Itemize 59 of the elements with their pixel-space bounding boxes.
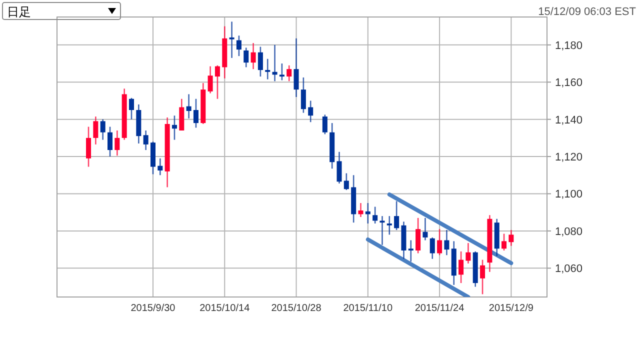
candlestick bbox=[430, 236, 435, 260]
candlestick bbox=[444, 229, 450, 256]
candlestick bbox=[300, 76, 306, 114]
candlestick bbox=[372, 206, 378, 224]
candlestick bbox=[502, 233, 507, 252]
y-tick-label: 1,080 bbox=[555, 226, 583, 238]
candlestick bbox=[466, 242, 471, 264]
candlestick bbox=[344, 172, 349, 191]
candlestick bbox=[358, 202, 364, 218]
candlestick bbox=[508, 229, 514, 246]
candlestick bbox=[279, 62, 284, 81]
candlestick bbox=[322, 114, 328, 135]
candlestick bbox=[93, 116, 98, 146]
y-tick-label: 1,160 bbox=[555, 77, 583, 90]
candlestick bbox=[186, 94, 192, 120]
x-tick-label: 2015/9/30 bbox=[130, 303, 176, 314]
candlestick bbox=[172, 114, 177, 140]
candlestick bbox=[437, 228, 442, 256]
candlestick bbox=[394, 200, 400, 231]
candlestick bbox=[294, 38, 299, 98]
x-tick-label: 2015/12/9 bbox=[488, 303, 534, 314]
candlestick bbox=[250, 42, 256, 70]
y-tick-label: 1,140 bbox=[555, 114, 583, 126]
candlestick bbox=[86, 126, 92, 168]
candlestick bbox=[229, 21, 234, 59]
y-tick-label: 1,120 bbox=[555, 152, 583, 164]
candlestick bbox=[336, 151, 342, 184]
text: 日足 bbox=[7, 5, 31, 19]
x-tick-label: 2015/10/14 bbox=[200, 303, 250, 314]
candlestick bbox=[193, 98, 198, 128]
candlestick bbox=[128, 97, 134, 120]
candlestick bbox=[179, 98, 184, 132]
candlestick bbox=[480, 259, 486, 295]
candlestick bbox=[108, 126, 113, 158]
candlestick bbox=[258, 46, 263, 78]
candlestick bbox=[114, 130, 120, 156]
candlestick bbox=[408, 240, 414, 262]
x-tick-label: 2015/11/10 bbox=[343, 303, 393, 314]
candlestick bbox=[158, 158, 163, 176]
candlestick bbox=[458, 250, 464, 284]
candlestick bbox=[386, 215, 392, 236]
candlestick bbox=[265, 58, 270, 80]
candlestick bbox=[236, 34, 242, 57]
candlestick bbox=[100, 118, 106, 140]
candlestick bbox=[308, 100, 314, 123]
y-tick-label: 1,060 bbox=[555, 263, 583, 276]
candlestick bbox=[286, 64, 292, 82]
candlestick bbox=[208, 66, 213, 94]
candlestick bbox=[422, 217, 428, 241]
candlestick bbox=[416, 217, 421, 254]
candlestick bbox=[214, 64, 220, 100]
y-tick-label: 1,180 bbox=[555, 40, 583, 52]
x-tick-label: 2015/10/28 bbox=[271, 303, 322, 314]
x-tick-label: 2015/11/24 bbox=[414, 303, 465, 314]
candlestick bbox=[143, 130, 148, 151]
text: 15/12/09 06:03 EST bbox=[538, 6, 636, 18]
candlestick bbox=[380, 215, 385, 246]
candlestick bbox=[244, 47, 249, 68]
y-tick-label: 1,100 bbox=[555, 188, 583, 201]
